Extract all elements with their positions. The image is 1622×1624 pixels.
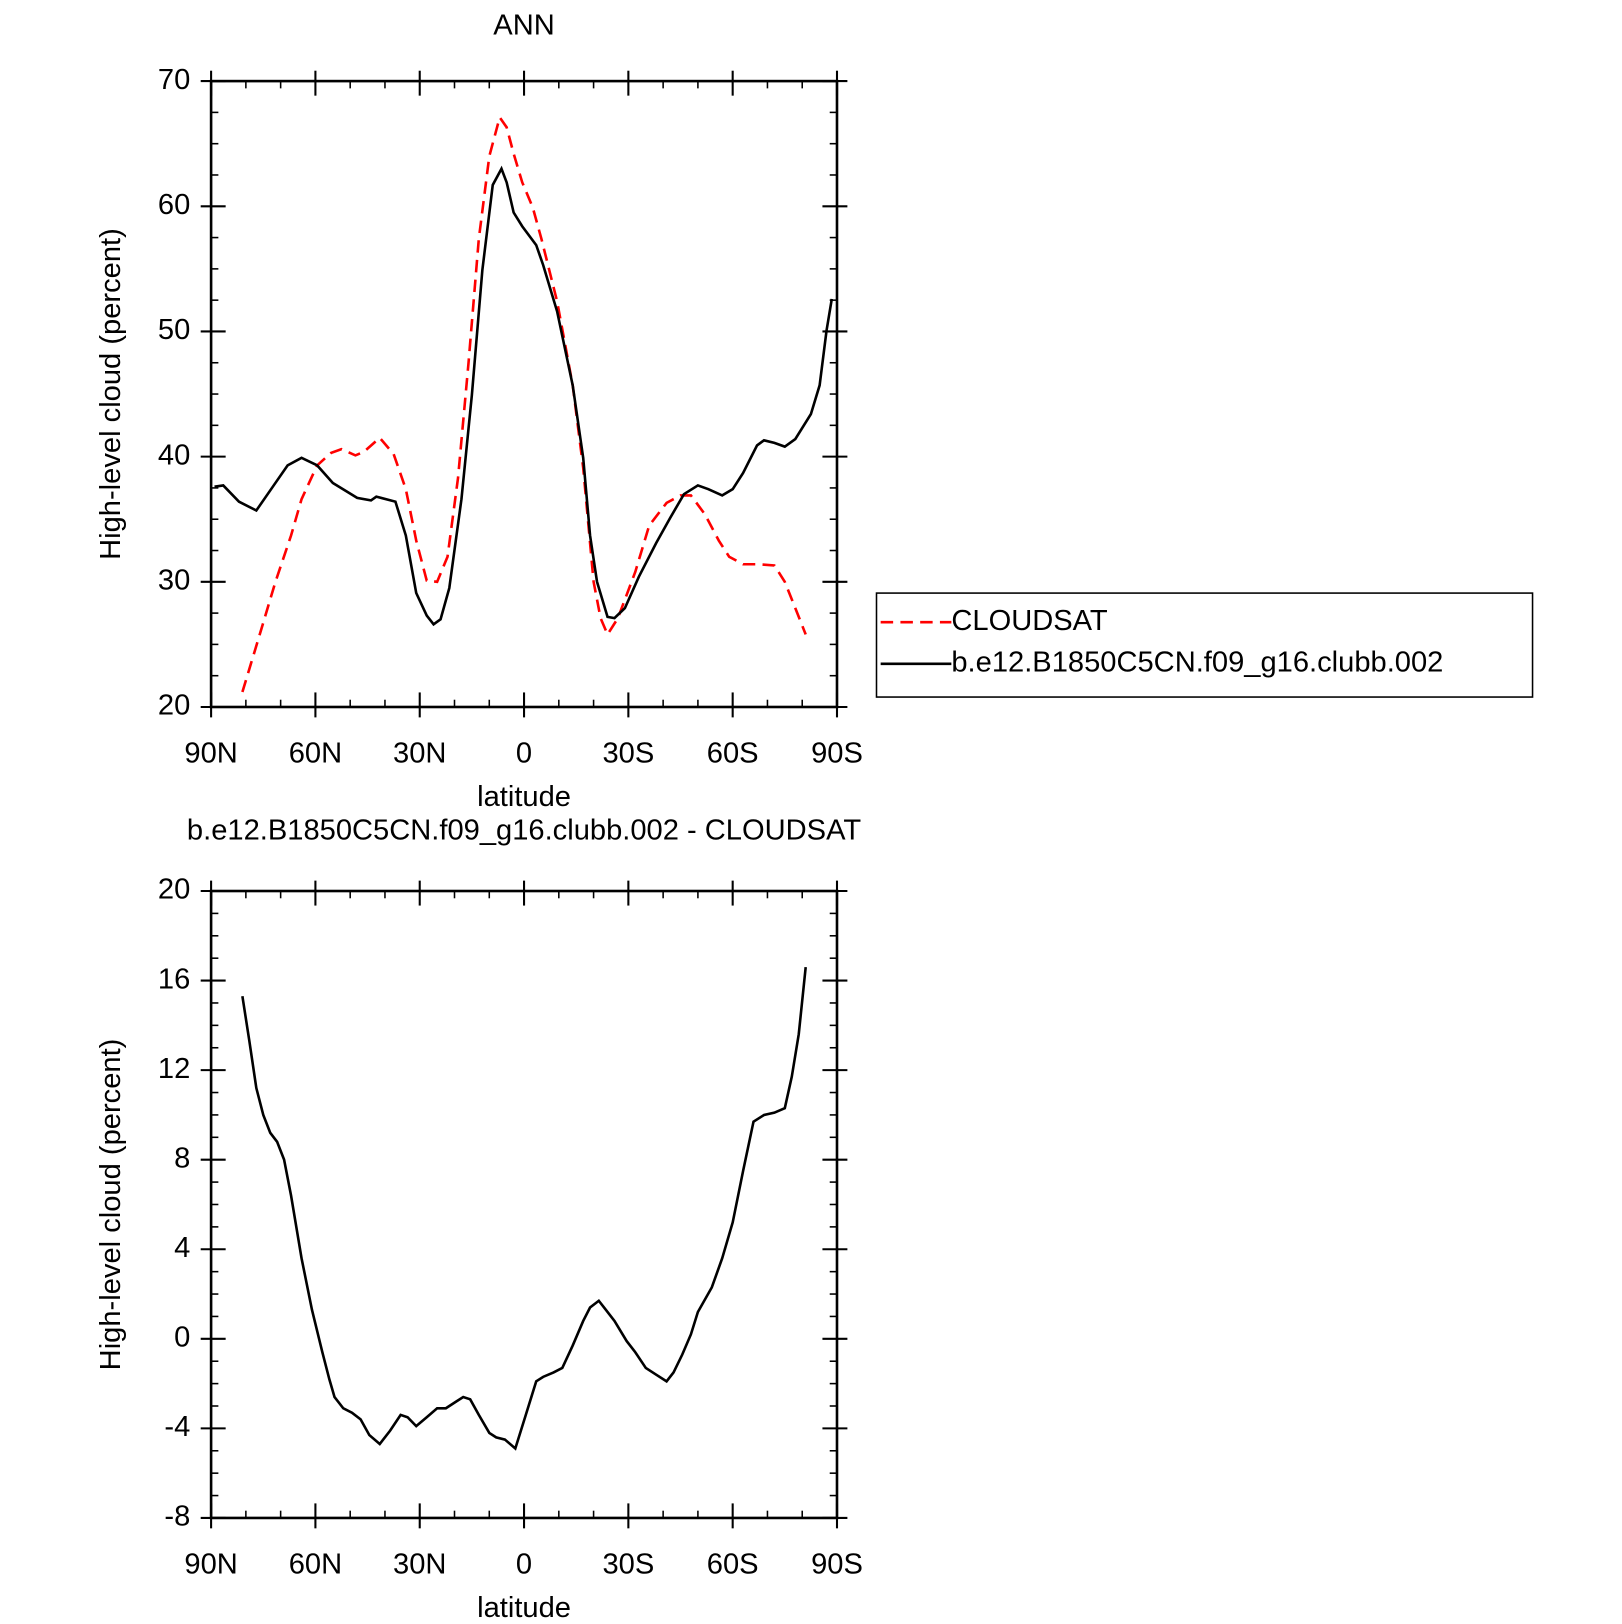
data-line (241, 114, 807, 693)
x-tick-label: 30S (602, 738, 654, 770)
y-tick-label: 40 (158, 439, 190, 471)
y-tick-label: 4 (174, 1232, 190, 1264)
x-axis-label: latitude (477, 781, 571, 813)
chart-title: b.e12.B1850C5CN.f09_g16.clubb.002 - CLOU… (187, 814, 861, 846)
data-line (241, 966, 807, 1451)
y-tick-label: 12 (158, 1053, 190, 1085)
y-tick-label: -4 (164, 1411, 190, 1443)
x-tick-label: 90S (811, 738, 863, 770)
chart-title: ANN (493, 10, 554, 42)
y-tick-label: 30 (158, 564, 190, 596)
y-tick-label: 60 (158, 189, 190, 221)
y-tick-label: 20 (158, 690, 190, 722)
x-tick-label: 60S (707, 1548, 759, 1580)
y-tick-label: 20 (158, 874, 190, 906)
y-axis-label: High-level cloud (percent) (95, 228, 127, 560)
x-tick-label: 30S (602, 1548, 654, 1580)
y-tick-label: 70 (158, 64, 190, 96)
x-tick-label: 90S (811, 1548, 863, 1580)
plot-frame (209, 79, 839, 709)
x-tick-label: 30N (393, 1548, 446, 1580)
x-tick-label: 60S (707, 738, 759, 770)
x-tick-label: 0 (516, 1548, 532, 1580)
x-axis-label: latitude (477, 1592, 571, 1624)
y-tick-label: -8 (164, 1501, 190, 1533)
x-tick-label: 0 (516, 738, 532, 770)
y-tick-label: 0 (174, 1322, 190, 1354)
x-tick-label: 30N (393, 738, 446, 770)
x-tick-label: 60N (289, 1548, 342, 1580)
data-line (214, 165, 834, 627)
y-tick-label: 50 (158, 314, 190, 346)
legend-label: b.e12.B1850C5CN.f09_g16.clubb.002 (951, 646, 1443, 678)
x-tick-label: 90N (184, 1548, 237, 1580)
x-tick-label: 60N (289, 738, 342, 770)
legend-label: CLOUDSAT (951, 605, 1108, 637)
x-tick-label: 90N (184, 738, 237, 770)
y-axis-label: High-level cloud (percent) (95, 1039, 127, 1371)
legend-box (875, 592, 1534, 698)
y-tick-label: 8 (174, 1142, 190, 1174)
y-tick-label: 16 (158, 963, 190, 995)
